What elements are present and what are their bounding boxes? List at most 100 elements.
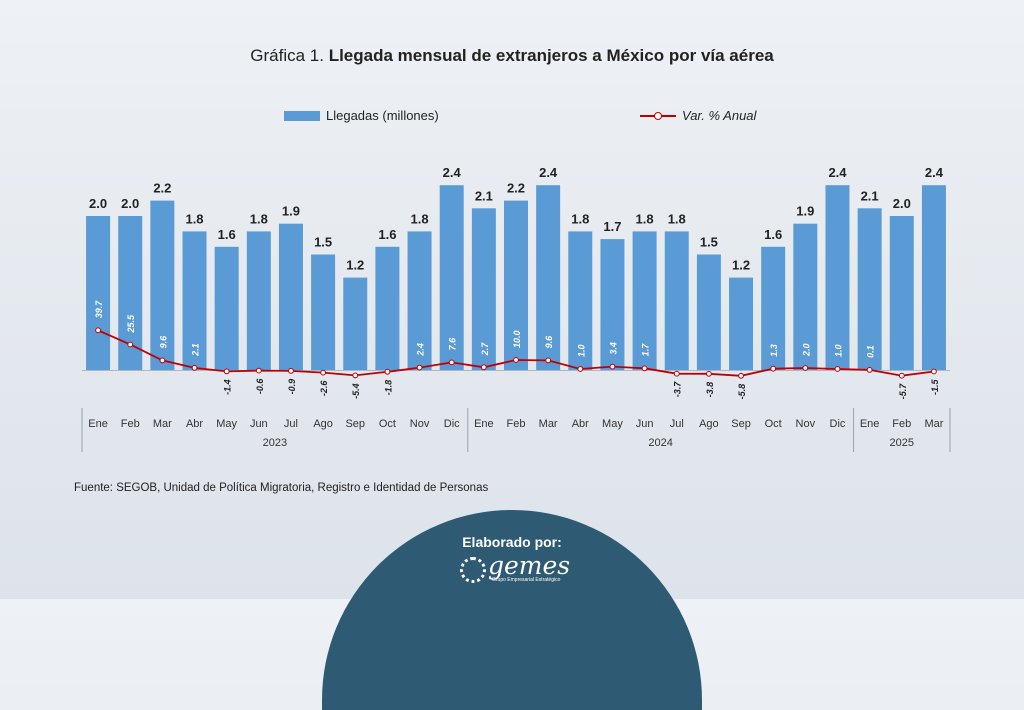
variation-value-label: -2.6: [319, 380, 329, 397]
bar-value-label: 1.6: [378, 227, 396, 242]
bar-value-label: 1.8: [185, 211, 203, 226]
bar-value-label: 1.9: [282, 204, 300, 219]
x-tick-label: Ago: [313, 418, 333, 430]
bar: [664, 231, 689, 370]
variation-value-label: 2.7: [480, 342, 490, 357]
variation-point: [255, 367, 262, 374]
bar-value-label: 2.0: [121, 196, 139, 211]
bar-value-label: 2.4: [443, 165, 462, 180]
variation-value-label: 7.6: [448, 337, 458, 351]
variation-value-label: 1.0: [576, 344, 586, 357]
bar: [825, 185, 850, 370]
bar-value-label: 2.0: [89, 196, 107, 211]
variation-point: [834, 366, 841, 372]
bar-value-label: 1.8: [250, 211, 268, 226]
x-tick-label: Jul: [284, 418, 298, 430]
x-tick-label: May: [602, 418, 623, 430]
year-label: 2024: [648, 437, 672, 449]
logo-ring-icon: [460, 557, 486, 583]
variation-value-label: -5.8: [737, 384, 747, 400]
x-tick-label: Jun: [250, 418, 268, 430]
variation-point: [352, 372, 359, 379]
variation-point: [191, 365, 198, 371]
bar: [600, 239, 625, 370]
bar: [536, 185, 561, 370]
x-tick-label: Ene: [88, 418, 108, 430]
legend-line-swatch: [640, 111, 676, 121]
variation-point: [320, 369, 327, 376]
variation-point: [384, 368, 391, 375]
x-tick-label: Ene: [860, 418, 880, 430]
bar: [568, 231, 593, 370]
variation-point: [159, 357, 166, 364]
variation-value-label: -5.7: [898, 383, 908, 400]
variation-point: [802, 365, 809, 371]
variation-value-label: 1.7: [641, 343, 651, 357]
bar-value-label: 2.1: [475, 188, 493, 203]
variation-point: [898, 372, 905, 379]
variation-value-label: -3.7: [673, 381, 683, 398]
bar-value-label: 1.8: [411, 211, 429, 226]
bar: [311, 254, 336, 370]
x-tick-label: Sep: [345, 418, 365, 430]
x-tick-label: Abr: [572, 418, 589, 430]
variation-point: [577, 366, 584, 372]
variation-point: [931, 368, 937, 375]
variation-value-label: 3.4: [608, 342, 618, 355]
variation-value-label: 1.0: [833, 344, 843, 357]
bar: [761, 246, 786, 370]
bar-value-label: 1.6: [764, 227, 782, 242]
x-tick-label: Nov: [410, 418, 430, 430]
variation-value-label: 9.6: [158, 335, 168, 349]
x-tick-label: Feb: [892, 418, 911, 430]
bar-value-label: 2.1: [861, 188, 879, 203]
variation-point: [673, 370, 680, 377]
bar: [150, 200, 175, 370]
bar-value-label: 1.5: [314, 235, 332, 250]
bar: [729, 277, 754, 370]
bar: [793, 223, 818, 370]
variation-point: [770, 365, 777, 372]
bar: [471, 208, 496, 370]
legend-bars-label: Llegadas (millones): [326, 108, 439, 123]
variation-value-label: 2.0: [801, 343, 811, 357]
x-tick-label: Mar: [924, 418, 943, 430]
bar: [214, 246, 239, 370]
bar-value-label: 1.8: [668, 211, 686, 226]
x-tick-label: Dic: [444, 418, 460, 430]
variation-value-label: 25.5: [126, 314, 136, 334]
year-label: 2023: [263, 437, 287, 449]
bar-value-label: 2.4: [925, 165, 944, 180]
x-tick-label: Mar: [539, 418, 558, 430]
variation-value-label: 10.0: [512, 330, 522, 348]
bar: [439, 185, 464, 370]
variation-value-label: -1.8: [383, 380, 393, 396]
variation-value-label: -5.4: [351, 383, 361, 399]
variation-value-label: 2.4: [416, 343, 426, 357]
variation-point: [738, 372, 744, 379]
bar: [182, 231, 207, 370]
variation-point: [416, 364, 423, 371]
chart-title-lead: Gráfica 1.: [250, 46, 324, 65]
year-label: 2025: [890, 437, 914, 449]
variation-value-label: -1.4: [223, 379, 233, 395]
variation-value-label: 0.1: [866, 345, 876, 358]
bar: [889, 216, 914, 370]
legend-bars: Llegadas (millones): [284, 108, 439, 123]
x-tick-label: Nov: [796, 418, 816, 430]
variation-point: [480, 364, 487, 371]
variation-value-label: -3.8: [705, 382, 715, 398]
x-tick-label: Feb: [507, 418, 526, 430]
variation-value-label: 2.1: [191, 343, 201, 357]
source-note: Fuente: SEGOB, Unidad de Política Migrat…: [74, 482, 489, 494]
bar-value-label: 1.8: [571, 211, 589, 226]
bar-value-label: 2.4: [539, 165, 558, 180]
x-tick-label: Dic: [830, 418, 846, 430]
legend-bar-swatch: [284, 110, 320, 121]
variation-value-label: 1.3: [769, 344, 779, 357]
bar: [375, 246, 400, 370]
x-tick-label: Jul: [670, 418, 684, 430]
bar: [696, 254, 721, 370]
x-tick-label: Mar: [153, 418, 172, 430]
chart-title: Gráfica 1. Llegada mensual de extranjero…: [0, 46, 1024, 66]
